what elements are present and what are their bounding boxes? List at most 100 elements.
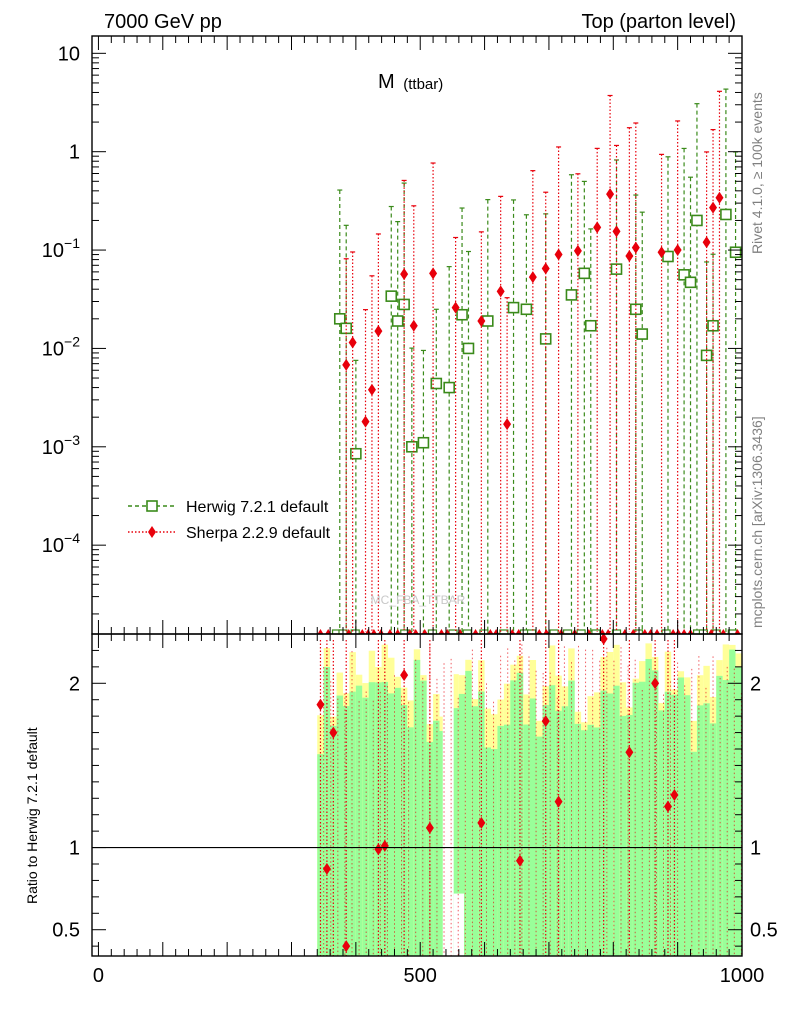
sherpa-point	[709, 201, 718, 214]
ratio-ytick-label-left: 0.5	[52, 920, 80, 942]
band-inner	[471, 706, 479, 956]
sherpa-point	[657, 246, 666, 259]
sherpa-point	[342, 358, 351, 371]
sherpa-ratio-point	[670, 789, 679, 801]
band-inner	[439, 731, 446, 956]
sherpa-point	[348, 336, 357, 349]
herwig-point	[507, 301, 520, 314]
herwig-point	[720, 208, 732, 221]
sherpa-ratio-point	[541, 715, 550, 728]
herwig-point	[443, 381, 455, 394]
band-inner	[342, 706, 350, 956]
sherpa-edge-point	[394, 629, 401, 634]
plot-title-main: M	[378, 71, 395, 93]
sherpa-ratio-point	[316, 698, 325, 711]
sherpa-point	[451, 301, 460, 314]
sherpa-edge-point	[370, 629, 377, 634]
sherpa-series-main	[317, 90, 741, 634]
sherpa-point	[702, 236, 711, 249]
sherpa-point	[400, 268, 409, 281]
band-inner	[523, 724, 530, 956]
sherpa-point	[606, 188, 615, 201]
sherpa-edge-point	[345, 629, 352, 634]
band-inner	[619, 715, 627, 956]
band-inner	[709, 723, 717, 956]
herwig-point	[398, 298, 410, 311]
herwig-point	[391, 315, 404, 327]
band-inner	[664, 691, 672, 956]
herwig-point	[636, 328, 649, 340]
tick-base: 10	[42, 338, 64, 360]
herwig-point	[729, 246, 742, 259]
rivet-label: Rivet 4.1.0, ≥ 100k events	[749, 92, 765, 254]
band-inner	[658, 710, 665, 956]
sherpa-ratio-point	[322, 862, 331, 875]
sherpa-edge-point	[670, 629, 677, 634]
ratio-uncertainty-bands	[317, 634, 742, 956]
band-inner	[593, 727, 601, 956]
sherpa-series-ratio	[316, 632, 742, 956]
sherpa-point	[429, 267, 438, 280]
herwig-point	[520, 303, 533, 316]
sherpa-point	[361, 415, 370, 428]
ratio-xtick-label: 500	[404, 965, 437, 987]
band-inner	[696, 705, 704, 956]
herwig-point	[678, 269, 690, 281]
band-inner	[548, 685, 556, 956]
herwig-point	[684, 276, 697, 289]
ratio-ytick-label-left: 2	[69, 673, 80, 695]
legend: Herwig 7.2.1 default Sherpa 2.2.9 default	[128, 499, 331, 542]
band-inner	[452, 708, 459, 956]
main-ytick-label: 10−3	[42, 432, 80, 459]
sherpa-point	[715, 191, 724, 204]
sherpa-edge-point	[377, 629, 384, 634]
band-inner	[458, 693, 466, 956]
band-inner	[317, 754, 324, 956]
herwig-point	[565, 289, 578, 301]
main-ytick-label: 10−4	[42, 530, 80, 557]
legend-label: Herwig 7.2.1 default	[186, 499, 329, 516]
band-inner	[613, 685, 620, 956]
axis-ticks	[92, 36, 743, 956]
band-inner	[645, 658, 652, 956]
sherpa-point	[367, 383, 376, 396]
sherpa-edge-point	[647, 629, 654, 634]
sherpa-edge-point	[605, 629, 612, 634]
sherpa-ratio-point	[425, 821, 434, 834]
ratio-xtick-label: 1000	[720, 965, 765, 987]
ratio-ytick-label-right: 1	[750, 838, 761, 860]
ratio-ytick-label-right: 2	[750, 673, 761, 695]
tick-base: 10	[42, 535, 64, 557]
tick-exponent: −1	[64, 235, 80, 251]
sherpa-ratio-point	[380, 839, 389, 852]
sherpa-edge-point	[630, 629, 637, 634]
sherpa-edge-point	[317, 629, 324, 634]
sherpa-edge-point	[681, 629, 688, 634]
sherpa-ratio-point	[663, 800, 672, 813]
band-inner	[542, 705, 549, 956]
sherpa-edge-point	[493, 629, 500, 634]
sherpa-point	[541, 262, 550, 275]
legend-marker-diamond	[148, 526, 156, 538]
band-inner	[716, 675, 723, 956]
band-inner	[581, 730, 588, 956]
plot-title: M (ttbar)	[378, 71, 443, 93]
band-inner	[606, 693, 614, 956]
sherpa-point	[374, 325, 383, 338]
herwig-point	[350, 447, 362, 460]
main-ytick-label: 1	[69, 142, 80, 164]
main-ytick-label: 10−2	[42, 333, 80, 360]
band-gap	[442, 634, 454, 956]
band-inner	[484, 747, 492, 956]
sherpa-edge-point	[536, 629, 543, 634]
sherpa-edge-point	[386, 629, 393, 634]
main-ytick-label: 10	[58, 43, 80, 65]
herwig-point	[578, 267, 591, 280]
sherpa-edge-point	[543, 629, 550, 634]
ratio-xtick-label: 0	[93, 965, 104, 987]
band-inner	[574, 723, 582, 956]
legend-label: Sherpa 2.2.9 default	[186, 525, 331, 542]
band-inner	[465, 670, 472, 956]
